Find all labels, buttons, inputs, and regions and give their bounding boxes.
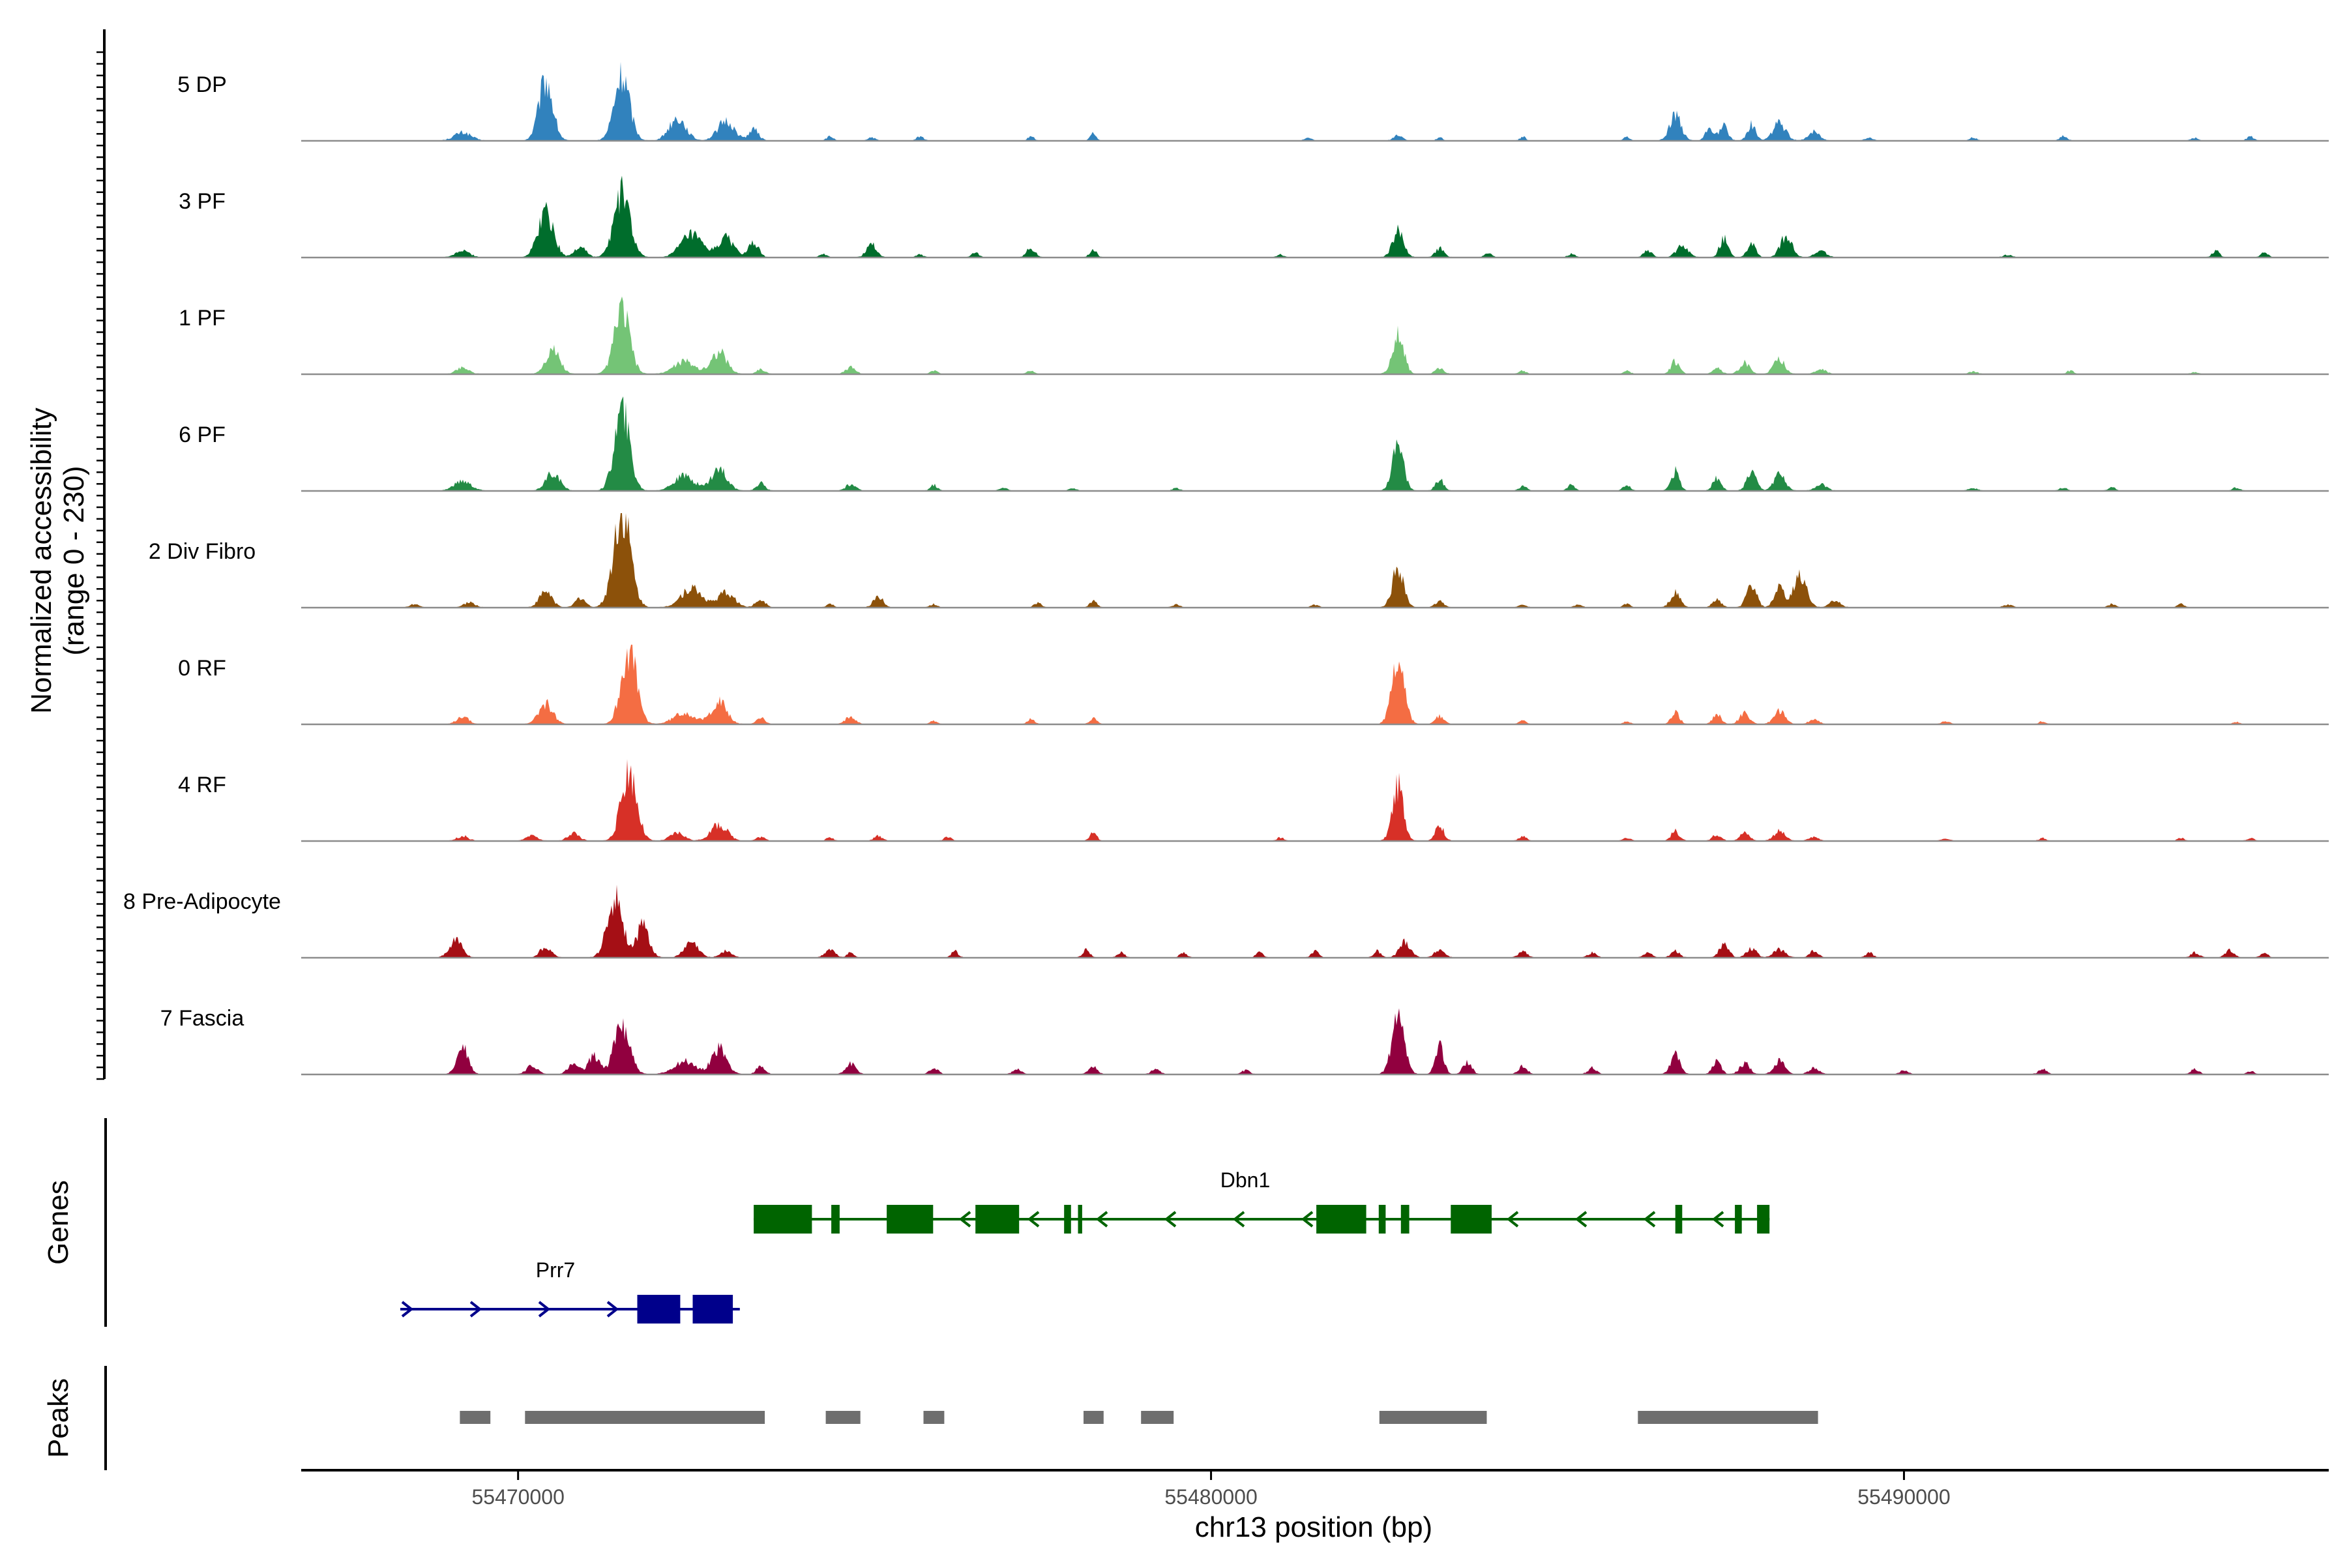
gene-exon <box>975 1205 1020 1234</box>
strand-arrow <box>1232 1211 1245 1228</box>
y-axis-label-line1: Normalized accessibility <box>25 407 57 713</box>
peak-region <box>825 1411 861 1424</box>
peak-region <box>923 1411 945 1424</box>
coverage-area <box>400 175 2279 258</box>
genes-track-label: Genes <box>42 1180 74 1265</box>
strand-arrow <box>1574 1211 1587 1228</box>
coverage-track: 1 PF <box>179 296 2329 376</box>
peak-region <box>1638 1411 1818 1424</box>
coverage-track: 3 PF <box>179 175 2329 259</box>
track-label: 5 DP <box>177 72 227 97</box>
track-label: 4 RF <box>178 773 226 797</box>
gene-label: Prr7 <box>536 1258 575 1282</box>
gene-exon <box>1757 1205 1770 1234</box>
coverage-track: 0 RF <box>178 644 2329 726</box>
track-label: 3 PF <box>179 189 226 214</box>
track-label: 8 Pre-Adipocyte <box>123 889 281 914</box>
x-tick-label: 55480000 <box>1164 1485 1257 1509</box>
peaks-track-label: Peaks <box>42 1378 74 1458</box>
coverage-area <box>400 513 2279 608</box>
peak-region <box>1141 1411 1174 1424</box>
gene-exon <box>637 1295 681 1324</box>
coverage-track: 4 RF <box>178 759 2329 842</box>
coverage-area <box>400 885 2279 958</box>
track-label: 0 RF <box>178 656 226 681</box>
strand-arrow <box>1301 1211 1314 1228</box>
gene-exon <box>1064 1205 1071 1234</box>
gene-label: Dbn1 <box>1220 1168 1271 1192</box>
coverage-track: 2 Div Fibro <box>149 513 2329 609</box>
strand-arrow <box>606 1301 619 1318</box>
coverage-area <box>400 644 2279 724</box>
coverage-area <box>400 1008 2279 1074</box>
gene-exon <box>1078 1205 1082 1234</box>
x-tick-label: 55490000 <box>1857 1485 1950 1509</box>
x-axis-ticks: 55470000 55480000 55490000 <box>471 1470 1951 1509</box>
gene-exon <box>1451 1205 1492 1234</box>
gene-exon <box>692 1295 733 1324</box>
coverage-track: 8 Pre-Adipocyte <box>123 885 2329 959</box>
genes-track: Dbn1 Prr7 <box>400 1168 1770 1324</box>
peak-region <box>1379 1411 1487 1424</box>
gene-exon <box>1378 1205 1386 1234</box>
gene-exon <box>1735 1205 1742 1234</box>
track-label: 1 PF <box>179 306 226 331</box>
coverage-area <box>400 396 2279 491</box>
strand-arrow <box>958 1211 971 1228</box>
gene-exon <box>887 1205 934 1234</box>
peaks-track <box>460 1411 1818 1424</box>
strand-arrow <box>538 1301 551 1318</box>
strand-arrow <box>1506 1211 1519 1228</box>
strand-arrow <box>1643 1211 1656 1228</box>
coverage-track: 6 PF <box>179 396 2329 492</box>
strand-arrow <box>1164 1211 1177 1228</box>
coverage-area <box>400 61 2279 141</box>
strand-arrow <box>1027 1211 1040 1228</box>
peak-region <box>1084 1411 1104 1424</box>
gene-exon <box>1316 1205 1366 1234</box>
x-tick-label: 55470000 <box>471 1485 564 1509</box>
y-axis-label-line2: (range 0 - 230) <box>58 466 90 655</box>
coverage-tracks: 5 DP 3 PF 1 PF 6 PF 2 Div Fibro 0 RF 4 RF 8 Pre… <box>123 61 2329 1076</box>
strand-arrow <box>1095 1211 1108 1228</box>
coverage-area <box>400 296 2279 374</box>
peak-region <box>525 1411 765 1424</box>
x-axis-title: chr13 position (bp) <box>1195 1511 1432 1543</box>
gene-exon <box>831 1205 840 1234</box>
gene: Dbn1 <box>754 1168 1770 1234</box>
gene: Prr7 <box>400 1258 740 1324</box>
gene-exon <box>1400 1205 1410 1234</box>
strand-arrow <box>401 1301 414 1318</box>
gene-exon <box>754 1205 812 1234</box>
peak-region <box>460 1411 491 1424</box>
track-label: 2 Div Fibro <box>149 539 256 564</box>
strand-arrow <box>469 1301 482 1318</box>
coverage-track: 5 DP <box>177 61 2329 142</box>
gene-exon <box>1675 1205 1683 1234</box>
strand-arrow <box>1711 1211 1724 1228</box>
track-label: 6 PF <box>179 422 226 447</box>
track-label: 7 Fascia <box>160 1006 244 1031</box>
coverage-y-axis <box>96 29 106 1080</box>
coverage-track: 7 Fascia <box>160 1006 2329 1076</box>
coverage-area <box>400 759 2279 841</box>
